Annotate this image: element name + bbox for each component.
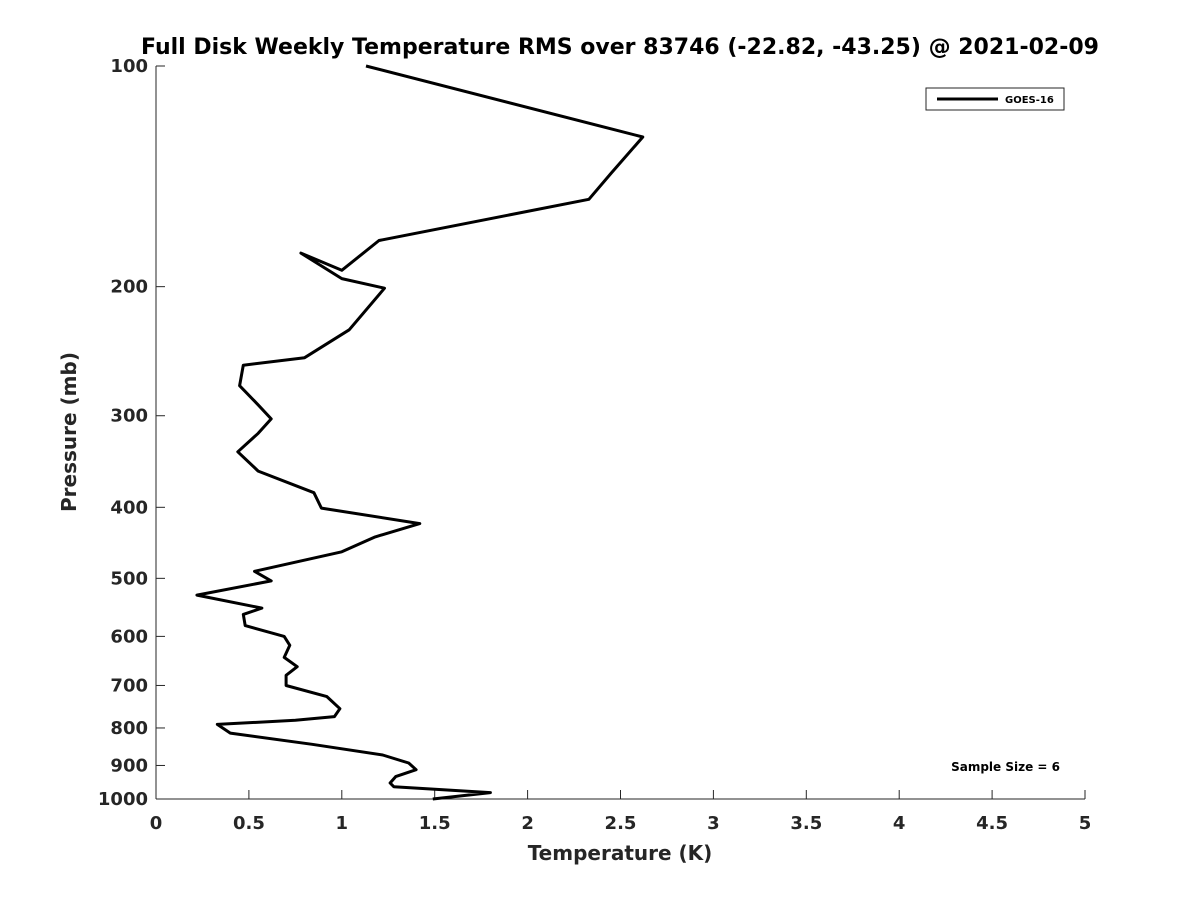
- x-tick-label: 5: [1079, 813, 1092, 834]
- x-tick-label: 1.5: [419, 813, 451, 834]
- y-tick-label: 800: [110, 718, 148, 739]
- y-tick-label: 500: [110, 568, 148, 589]
- x-tick-label: 2: [521, 813, 534, 834]
- x-tick-label: 3: [707, 813, 720, 834]
- series-line-goes-16: [195, 64, 645, 801]
- x-axis-ticks: 0 0.5 1 1.5 2 2.5 3 3.5 4 4.5 5: [150, 790, 1092, 834]
- x-tick-label: 4: [893, 813, 906, 834]
- y-tick-label: 700: [110, 675, 148, 696]
- x-axis-label: Temperature (K): [528, 841, 713, 865]
- x-tick-label: 1: [336, 813, 349, 834]
- sample-size-annotation: Sample Size = 6: [951, 760, 1060, 774]
- y-axis-label: Pressure (mb): [57, 352, 81, 512]
- chart-title: Full Disk Weekly Temperature RMS over 83…: [141, 35, 1099, 60]
- y-tick-label: 100: [110, 56, 148, 77]
- y-tick-label: 300: [110, 406, 148, 427]
- y-axis-ticks: 100 200 300 400 500 600 700 800 900 1000: [98, 56, 165, 810]
- y-tick-label: 900: [110, 755, 148, 776]
- x-tick-label: 2.5: [605, 813, 637, 834]
- x-tick-label: 4.5: [976, 813, 1008, 834]
- y-tick-label: 600: [110, 626, 148, 647]
- y-tick-label: 200: [110, 277, 148, 298]
- y-tick-label: 400: [110, 497, 148, 518]
- x-tick-label: 3.5: [790, 813, 822, 834]
- x-tick-label: 0: [150, 813, 163, 834]
- legend: GOES-16: [925, 87, 1065, 111]
- x-tick-label: 0.5: [233, 813, 265, 834]
- y-tick-label: 1000: [98, 789, 148, 810]
- legend-label: GOES-16: [1005, 95, 1054, 106]
